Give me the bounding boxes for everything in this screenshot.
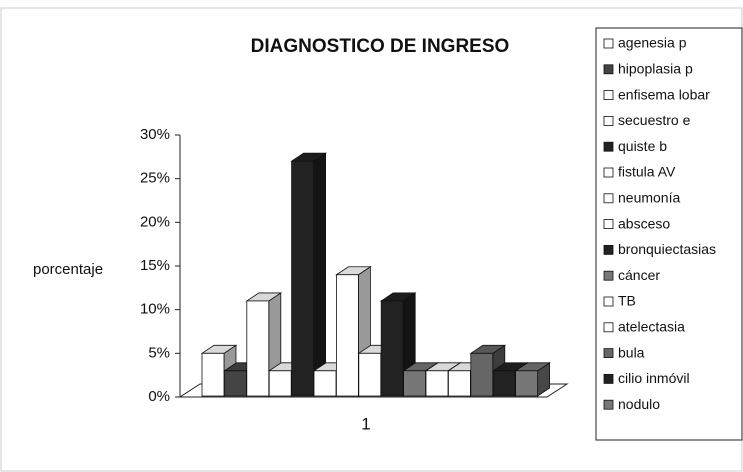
legend-swatch	[603, 116, 614, 126]
legend-label: bula	[618, 344, 645, 360]
bar	[313, 370, 337, 397]
bar	[425, 370, 449, 397]
bar	[268, 370, 292, 397]
legend-label: quiste b	[618, 138, 667, 154]
bar	[246, 300, 270, 397]
bar	[201, 352, 225, 397]
bar	[223, 370, 247, 397]
legend-swatch	[603, 38, 614, 49]
legend-label: agenesia p	[618, 35, 687, 51]
bar	[335, 274, 359, 397]
legend-label: absceso	[618, 215, 670, 231]
legend-swatch	[603, 90, 614, 100]
legend-label: hipoplasia p	[618, 61, 693, 77]
bar-side	[313, 152, 327, 397]
legend-label: TB	[618, 293, 636, 309]
legend-label: atelectasia	[618, 319, 685, 335]
legend	[595, 27, 743, 441]
legend-swatch	[603, 270, 614, 281]
y-tick-label: 25%	[140, 170, 170, 187]
bar	[403, 370, 427, 397]
legend-label: cilio inmóvil	[618, 370, 690, 386]
y-tick-label: 30%	[140, 126, 170, 143]
bar	[515, 370, 538, 397]
legend-label: bronquiectasias	[618, 241, 716, 257]
y-tick-label: 20%	[140, 213, 170, 230]
y-tick-label: 15%	[140, 257, 170, 274]
legend-swatch	[603, 219, 614, 230]
legend-swatch	[603, 373, 614, 384]
bar	[447, 370, 471, 397]
legend-label: cáncer	[618, 267, 660, 283]
legend-swatch	[603, 399, 614, 410]
legend-swatch	[603, 322, 614, 333]
bar	[380, 300, 404, 397]
bar	[492, 370, 516, 397]
chart-title: DIAGNOSTICO DE INGRESO	[251, 36, 510, 57]
legend-swatch	[603, 167, 614, 178]
floor	[178, 383, 569, 398]
x-tick-label: 1	[361, 414, 370, 433]
bar	[291, 160, 315, 397]
legend-swatch	[603, 348, 614, 359]
legend-label: enfisema lobar	[618, 86, 710, 102]
bar	[470, 352, 494, 397]
y-tick-label: 0%	[148, 388, 170, 405]
legend-label: neumonía	[618, 190, 680, 206]
legend-swatch	[603, 296, 614, 307]
legend-label: nodulo	[618, 396, 660, 412]
legend-label: secuestro e	[618, 112, 691, 128]
y-tick-label: 5%	[148, 344, 170, 361]
y-axis-label: porcentaje	[33, 261, 103, 278]
legend-swatch	[603, 141, 614, 152]
bar	[358, 352, 382, 397]
legend-label: fistula AV	[618, 164, 676, 180]
legend-swatch	[603, 193, 614, 204]
legend-swatch	[603, 64, 614, 75]
y-tick-label: 10%	[140, 301, 170, 318]
legend-swatch	[603, 244, 614, 255]
